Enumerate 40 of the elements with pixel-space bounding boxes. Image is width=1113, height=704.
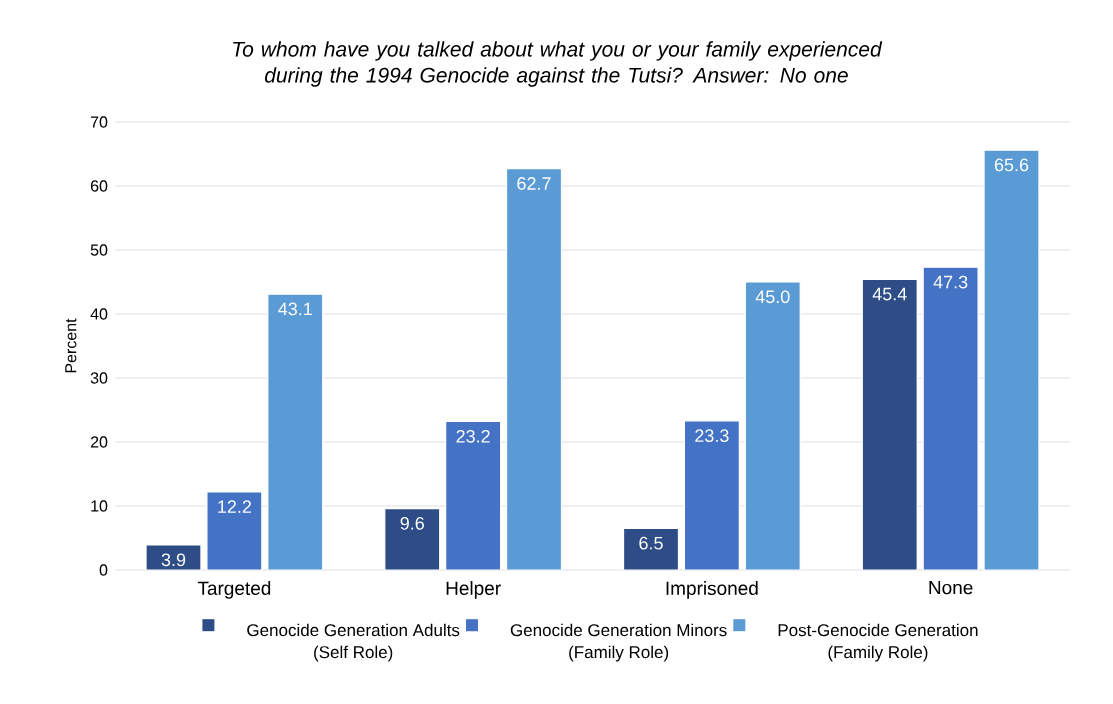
data-label: 6.5 bbox=[639, 536, 663, 550]
y-axis-title: Percent bbox=[65, 318, 77, 373]
y-tick-label: 60 bbox=[90, 180, 108, 192]
y-tick-label: 20 bbox=[90, 436, 108, 448]
chart-title: To whom have you talked about what you or your family experienced during the 1994 Genocide against the Tutsi? Answer: No one bbox=[233, 41, 883, 87]
bar bbox=[744, 281, 801, 570]
bar bbox=[861, 278, 918, 570]
data-label: 62.7 bbox=[517, 177, 551, 190]
legend-label: Post-Genocide Generation (Family Role) bbox=[778, 623, 978, 662]
bar bbox=[622, 527, 680, 570]
data-label: 45.0 bbox=[755, 290, 790, 304]
x-tick-label: Targeted bbox=[197, 581, 271, 599]
legend-label: Genocide Generation Adults (Self Role) bbox=[247, 623, 460, 662]
bar bbox=[445, 420, 502, 570]
data-label: 3.9 bbox=[161, 553, 186, 567]
data-label: 12.2 bbox=[218, 500, 251, 513]
y-tick-label: 70 bbox=[90, 116, 108, 128]
bar bbox=[384, 507, 441, 570]
bar bbox=[267, 293, 324, 570]
bar bbox=[983, 149, 1040, 570]
x-tick-label: Imprisoned bbox=[666, 581, 758, 599]
bar bbox=[206, 491, 263, 570]
data-label: 23.2 bbox=[456, 429, 490, 443]
y-tick-label: 30 bbox=[90, 372, 108, 384]
legend-label: Genocide Generation Minors (Family Role) bbox=[510, 623, 727, 662]
bar bbox=[683, 420, 740, 570]
x-tick-label: Helper bbox=[446, 581, 501, 599]
y-tick-label: 0 bbox=[99, 564, 108, 576]
data-label: 43.1 bbox=[278, 302, 312, 316]
data-label: 23.3 bbox=[695, 429, 729, 443]
y-tick-label: 40 bbox=[90, 308, 108, 320]
bar bbox=[505, 168, 563, 570]
data-label: 45.4 bbox=[872, 287, 907, 301]
data-label: 65.6 bbox=[994, 158, 1029, 172]
y-tick-label: 50 bbox=[90, 244, 108, 256]
data-label: 47.3 bbox=[933, 275, 968, 289]
bar bbox=[922, 266, 979, 570]
data-label: 9.6 bbox=[400, 516, 424, 530]
y-tick-label: 10 bbox=[91, 500, 108, 512]
x-tick-label: None bbox=[929, 581, 973, 595]
